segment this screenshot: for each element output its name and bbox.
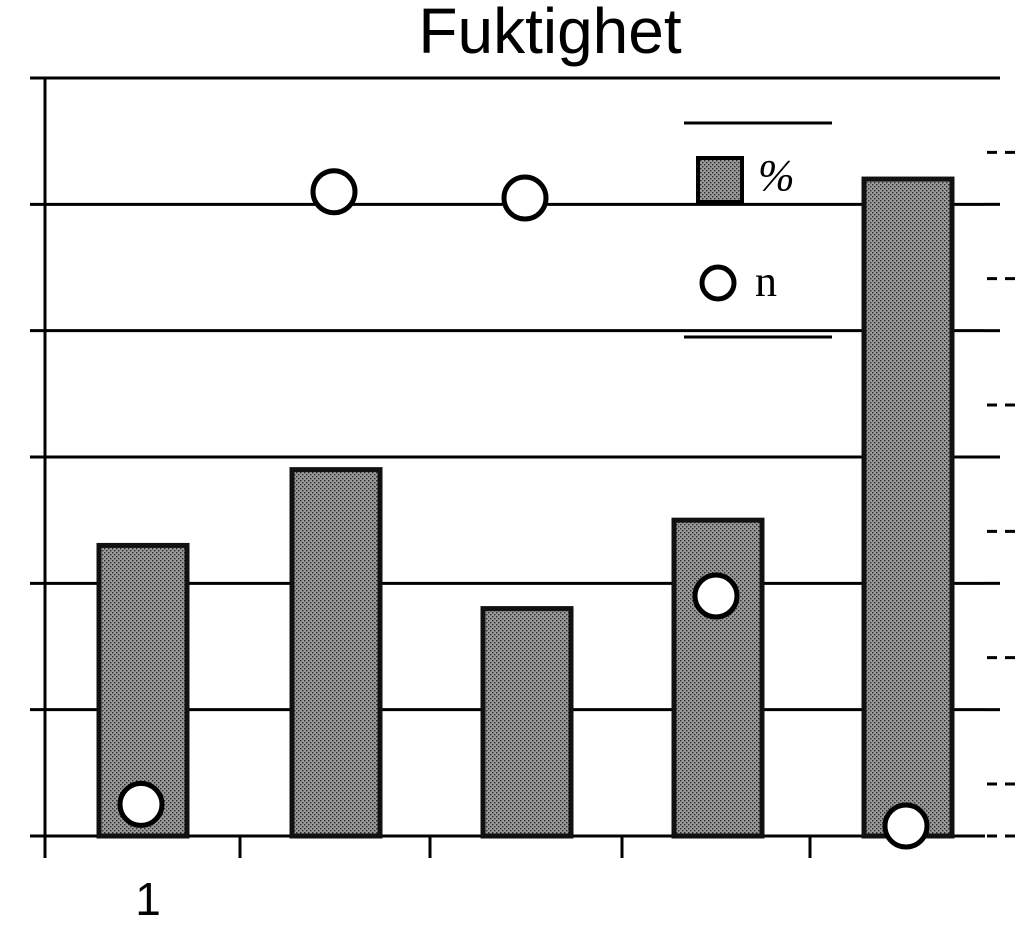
marker-point xyxy=(310,168,358,216)
marker-point xyxy=(692,572,740,620)
legend-marker-swatch xyxy=(699,264,737,302)
x-tick-label: 1 xyxy=(135,873,161,925)
marker-point xyxy=(117,780,165,828)
chart-title: Fuktighet xyxy=(418,0,682,67)
marker-point xyxy=(882,802,930,850)
marker-point xyxy=(501,174,549,222)
marker-series xyxy=(117,168,930,850)
legend-label-n: n xyxy=(755,257,777,306)
legend: % n xyxy=(684,121,832,339)
legend-bar-swatch xyxy=(696,156,744,204)
bar xyxy=(671,517,765,839)
tick-labels: 1 xyxy=(135,873,161,925)
legend-label-percent: % xyxy=(758,151,795,200)
bar-series xyxy=(96,176,955,839)
bar xyxy=(480,606,574,839)
bar xyxy=(289,467,383,839)
bar xyxy=(861,176,955,839)
